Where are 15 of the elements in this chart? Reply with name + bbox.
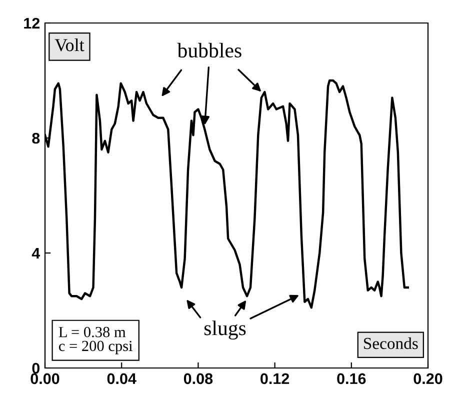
x-tick-label: 0.16 — [337, 373, 366, 384]
y-tick-label: 8 — [32, 132, 40, 144]
x-tick-label: 0.20 — [414, 373, 442, 384]
annotation: slugs — [204, 320, 246, 340]
annotation: L = 0.38 m c = 200 cpsi — [58, 326, 132, 354]
annotation: bubbles — [177, 42, 242, 58]
x-tick-label: 0.08 — [184, 373, 213, 384]
x-tick-label: 0.00 — [30, 373, 60, 384]
y-tick-label: 12 — [24, 18, 40, 29]
y-tick-label: 0 — [32, 362, 40, 374]
y-axis-title: Volt — [54, 38, 84, 52]
x-tick-label: 0.12 — [260, 373, 290, 384]
x-axis-title: Seconds — [364, 337, 418, 350]
x-tick-label: 0.04 — [107, 373, 136, 384]
y-tick-label: 4 — [32, 248, 40, 259]
